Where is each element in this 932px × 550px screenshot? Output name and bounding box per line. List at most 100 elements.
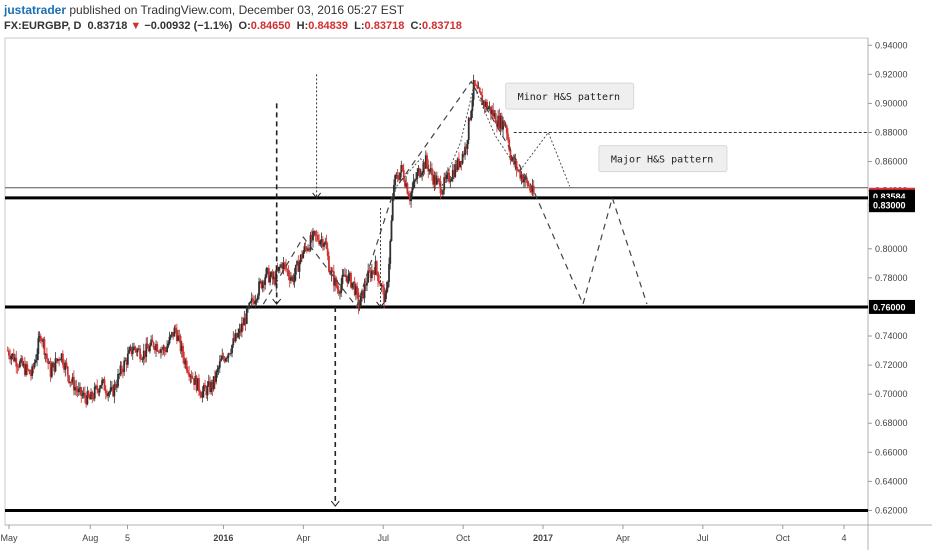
candle-body [59,359,62,361]
candle [374,255,377,276]
candle-body [156,344,159,352]
candle [172,332,175,340]
candle [437,175,439,184]
arrow-head-icon [330,500,340,507]
candle-body [375,261,378,272]
candle-body [215,371,218,382]
candle-body [440,193,443,195]
candle [114,381,117,390]
price-axis[interactable]: 0.940000.920000.900000.880000.860000.840… [868,40,908,515]
candle-body [314,231,317,236]
candle [487,105,490,110]
candle [205,385,208,399]
candle-body [225,358,227,362]
candle-body [422,162,425,173]
candle [296,259,298,266]
candle-body [173,327,176,337]
candle [226,355,229,362]
candle [335,276,338,288]
ohlc-line: FX:EURGBP, D 0.83718 ▼ −0.00932 (−1.1%) … [4,20,462,32]
candle-body [348,273,351,275]
candles [6,74,535,408]
candle [359,295,362,307]
candle-body [79,387,81,389]
candle [489,106,492,121]
candle-body [418,168,421,177]
candle [416,168,419,185]
candle [50,360,53,379]
candle-body [155,344,157,351]
candle [280,262,283,268]
projection-arrows[interactable] [272,74,385,507]
symbol-label[interactable]: FX:EURGBP, D [4,20,82,32]
candle [499,112,502,136]
candle [287,265,290,280]
candle [505,123,508,141]
candle [466,139,469,156]
candle-body [210,382,213,393]
candle [310,229,313,243]
x-tick-label: Aug [82,533,98,543]
candle [110,380,113,391]
candle [326,242,329,261]
callouts[interactable]: Minor H&S pattern Major H&S pattern [505,82,728,173]
candle-body [471,99,474,111]
candle [193,378,195,391]
pattern-lines[interactable] [262,80,648,309]
candle-body [497,115,500,127]
candle [385,281,388,300]
time-axis[interactable]: May Aug 5 2016 Apr Jul Oct 2017 Apr Jul Oct 4 [0,525,847,543]
candle-body [234,333,237,342]
candle-body [345,275,348,277]
author-link[interactable]: justatrader [4,3,67,17]
candle [238,323,241,340]
candle [91,390,94,404]
candle-body [254,300,257,304]
candle-body [460,160,463,164]
candle-body [315,235,318,236]
major-pattern-line [262,80,648,309]
candle [511,156,514,163]
candle-body [93,386,96,399]
candle [167,340,170,349]
candle [136,347,139,357]
candle-body [238,328,241,334]
candle-body [380,284,383,287]
horizontal-levels[interactable] [5,131,868,512]
candle [68,374,70,385]
candle-body [385,288,388,294]
candle-body [113,384,116,397]
y-tick-label: 0.86000 [875,157,908,167]
candle-body [151,339,154,343]
candle-body [519,169,522,179]
candle [524,174,527,188]
candle-body [432,175,435,185]
candle [432,169,435,188]
candle-body [372,270,374,272]
candle-body [220,359,222,362]
candle-body [70,381,73,383]
candle [33,359,36,370]
candle [147,344,150,352]
candle [467,116,470,145]
candle [47,357,50,370]
candle-body [374,261,377,275]
candle [324,237,327,245]
candle [443,172,446,195]
candle-body [23,363,26,375]
candle-body [358,306,361,308]
candle [317,231,319,243]
candle [191,372,194,380]
candle [434,171,437,190]
candle-body [293,274,296,283]
candle [404,177,406,188]
candle-body [390,220,393,241]
candle-body [125,360,128,365]
candle [375,260,378,277]
candle-body [453,170,455,177]
candle [418,167,421,179]
candle [185,357,188,374]
callout-box [505,82,635,110]
candle [508,137,511,152]
